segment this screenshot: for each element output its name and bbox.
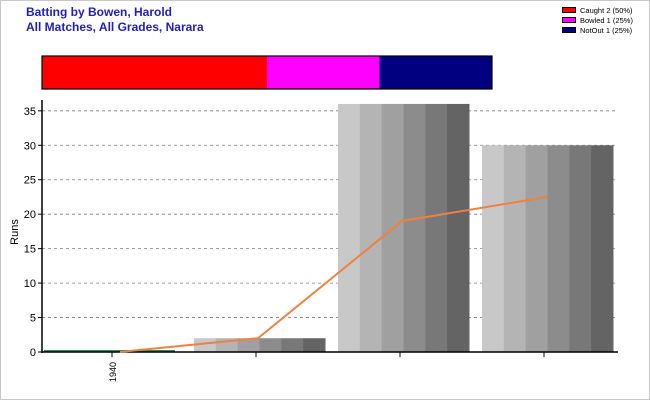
y-tick-label: 5 [30,313,36,325]
y-tick-label: 30 [24,140,36,152]
runs-bar-band [303,338,326,352]
dismissal-segment-notout [379,56,492,89]
legend-swatch-notout [562,27,576,33]
y-axis-label: Runs [9,219,21,245]
chart-title: Batting by Bowen, Harold [26,5,173,19]
runs-bar-band [403,103,426,352]
legend-label-caught: Caught 2 (50%) [580,5,633,15]
y-tick-label: 35 [24,106,36,118]
runs-bar-band [591,145,614,352]
legend-item-bowled: Bowled 1 (25%) [562,15,633,25]
y-tick-label: 20 [24,209,36,221]
runs-bar-band [359,103,383,352]
y-tick-label: 25 [24,175,36,187]
runs-bar-band [425,103,448,352]
runs-bar [338,103,470,352]
legend-swatch-bowled [562,17,576,23]
runs-bar [482,145,614,352]
legend-item-notout: NotOut 1 (25%) [562,25,633,35]
x-tick-label: 1940 [108,362,118,382]
runs-bar-band [482,145,505,352]
runs-bar-band [281,338,304,352]
legend-swatch-caught [562,7,576,13]
legend: Caught 2 (50%) Bowled 1 (25%) NotOut 1 (… [562,5,633,35]
y-tick-label: 15 [24,244,36,256]
y-tick-label: 10 [24,278,36,290]
chart-subtitle: All Matches, All Grades, Narara [26,20,204,34]
runs-bar-band [503,145,527,352]
dismissal-segment-caught [42,56,267,89]
runs-bar-band [194,338,217,352]
runs-bar [44,350,175,352]
runs-bar [194,338,326,352]
runs-bar-band [237,338,260,352]
legend-label-notout: NotOut 1 (25%) [580,25,633,35]
runs-bar-band [547,145,570,352]
average-line [119,195,548,353]
runs-bar-band [525,145,548,352]
dismissal-bar-border [41,55,493,90]
runs-bar-band [259,338,282,352]
runs-bar-band [569,145,592,352]
y-tick-label: 0 [30,347,36,359]
legend-label-bowled: Bowled 1 (25%) [580,15,633,25]
legend-item-caught: Caught 2 (50%) [562,5,633,15]
dismissal-segment-bowled [267,56,380,89]
runs-bar-band [447,103,470,352]
runs-bar-band [338,103,361,352]
